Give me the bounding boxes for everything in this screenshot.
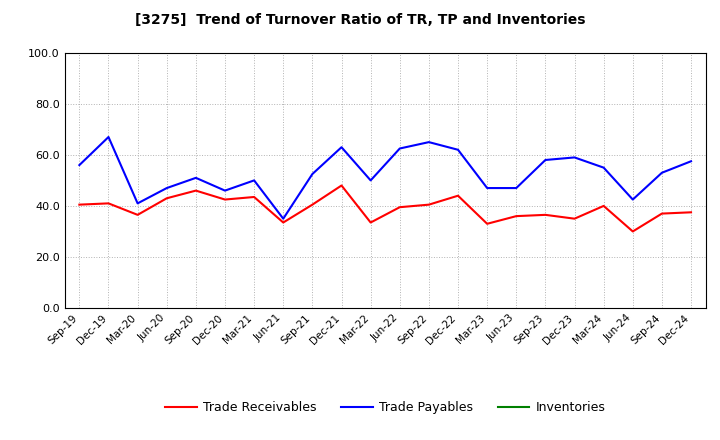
Trade Receivables [425, 202, 433, 207]
Trade Payables [133, 201, 142, 206]
Trade Payables [541, 158, 550, 163]
Trade Payables [570, 155, 579, 160]
Trade Payables [512, 185, 521, 191]
Trade Receivables [250, 194, 258, 200]
Trade Receivables [75, 202, 84, 207]
Trade Payables [337, 145, 346, 150]
Trade Payables [104, 134, 113, 139]
Trade Receivables [454, 193, 462, 198]
Trade Payables [657, 170, 666, 176]
Trade Payables [163, 185, 171, 191]
Trade Receivables [279, 220, 287, 225]
Trade Receivables [687, 210, 696, 215]
Trade Payables [75, 162, 84, 168]
Trade Receivables [657, 211, 666, 216]
Trade Receivables [366, 220, 375, 225]
Trade Receivables [308, 202, 317, 207]
Trade Payables [454, 147, 462, 152]
Trade Receivables [337, 183, 346, 188]
Trade Payables [250, 178, 258, 183]
Line: Trade Receivables: Trade Receivables [79, 186, 691, 231]
Trade Payables [483, 185, 492, 191]
Trade Payables [366, 178, 375, 183]
Legend: Trade Receivables, Trade Payables, Inventories: Trade Receivables, Trade Payables, Inven… [161, 396, 610, 419]
Trade Payables [279, 216, 287, 221]
Trade Payables [308, 171, 317, 176]
Trade Payables [220, 188, 229, 193]
Line: Trade Payables: Trade Payables [79, 137, 691, 219]
Trade Receivables [541, 212, 550, 217]
Trade Receivables [192, 188, 200, 193]
Trade Receivables [163, 196, 171, 201]
Text: [3275]  Trend of Turnover Ratio of TR, TP and Inventories: [3275] Trend of Turnover Ratio of TR, TP… [135, 13, 585, 27]
Trade Receivables [629, 229, 637, 234]
Trade Receivables [133, 212, 142, 217]
Trade Payables [687, 159, 696, 164]
Trade Payables [629, 197, 637, 202]
Trade Receivables [104, 201, 113, 206]
Trade Payables [192, 175, 200, 180]
Trade Receivables [395, 205, 404, 210]
Trade Payables [425, 139, 433, 145]
Trade Payables [395, 146, 404, 151]
Trade Receivables [570, 216, 579, 221]
Trade Receivables [512, 213, 521, 219]
Trade Receivables [483, 221, 492, 227]
Trade Receivables [599, 203, 608, 209]
Trade Receivables [220, 197, 229, 202]
Trade Payables [599, 165, 608, 170]
